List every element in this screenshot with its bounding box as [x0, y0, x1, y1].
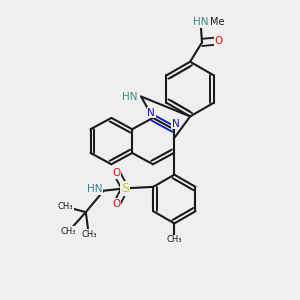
Text: HN: HN	[193, 17, 208, 27]
Text: HN: HN	[87, 184, 102, 194]
Text: CH₃: CH₃	[81, 230, 97, 239]
Text: CH₃: CH₃	[167, 235, 182, 244]
Text: CH₃: CH₃	[61, 227, 76, 236]
Text: CH₃: CH₃	[58, 202, 73, 211]
Text: O: O	[112, 199, 121, 209]
Text: N: N	[147, 108, 155, 118]
Text: HN: HN	[122, 92, 137, 101]
Text: N: N	[172, 119, 179, 129]
Text: S: S	[121, 182, 129, 195]
Text: O: O	[214, 36, 223, 46]
Text: Me: Me	[210, 16, 224, 27]
Text: O: O	[112, 168, 121, 178]
